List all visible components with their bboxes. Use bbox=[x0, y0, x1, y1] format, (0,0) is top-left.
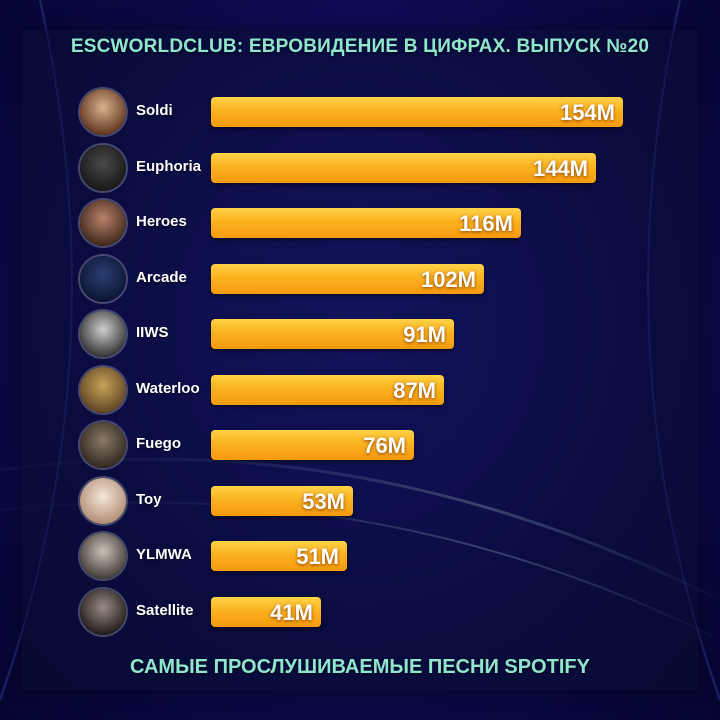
bar: 116M bbox=[211, 208, 521, 238]
artist-photo bbox=[80, 311, 126, 357]
bar-row: IIWS 91M bbox=[78, 309, 678, 359]
chart-title: ESCWORLDCLUB: ЕВРОВИДЕНИЕ В ЦИФРАХ. ВЫПУ… bbox=[70, 36, 650, 57]
bar-row: Waterloo 87M bbox=[78, 365, 678, 415]
bar: 102M bbox=[211, 263, 484, 294]
category-label: Waterloo bbox=[136, 379, 200, 397]
category-label: IIWS bbox=[136, 324, 169, 341]
category-label: Euphoria bbox=[136, 157, 202, 175]
bar: 87M bbox=[211, 374, 444, 405]
bar-row: Euphoria 144M bbox=[78, 143, 678, 193]
category-label: Soldi bbox=[136, 102, 173, 119]
bar: 41M bbox=[211, 596, 321, 627]
artist-photo bbox=[80, 144, 126, 191]
data-label: 53M bbox=[302, 488, 345, 514]
bar-row: Toy 53M bbox=[78, 476, 678, 526]
data-label: 116M bbox=[459, 211, 513, 236]
artist-photo bbox=[80, 477, 126, 524]
chart-subtitle: САМЫЕ ПРОСЛУШИВАЕМЫЕ ПЕСНИ SPOTIFY bbox=[130, 656, 590, 678]
category-label: Arcade bbox=[136, 268, 187, 286]
bar-row: Satellite 41M bbox=[78, 587, 678, 637]
artist-photo bbox=[80, 89, 126, 135]
bar: 76M bbox=[211, 430, 414, 460]
category-label: Heroes bbox=[136, 213, 187, 230]
bar-row: Arcade 102M bbox=[78, 254, 678, 304]
data-label: 102M bbox=[420, 266, 476, 292]
artist-photo bbox=[80, 366, 126, 413]
bar-row: Soldi 154M bbox=[78, 87, 678, 137]
data-label: 76M bbox=[363, 433, 406, 458]
artist-photo bbox=[80, 533, 126, 579]
data-label: 51M bbox=[296, 544, 339, 569]
category-label: Fuego bbox=[136, 435, 181, 452]
data-label: 91M bbox=[403, 322, 446, 347]
data-label: 144M bbox=[532, 155, 588, 181]
bar-row: YLMWA 51M bbox=[78, 531, 678, 581]
category-label: Satellite bbox=[136, 601, 194, 619]
bar: 144M bbox=[211, 152, 596, 183]
bar: 51M bbox=[211, 541, 347, 571]
bar: 91M bbox=[211, 319, 454, 349]
category-label: Toy bbox=[136, 490, 162, 508]
artist-photo bbox=[80, 422, 126, 468]
artist-photo bbox=[80, 588, 126, 635]
chart-panel bbox=[22, 30, 698, 690]
bar: 53M bbox=[211, 485, 353, 516]
data-label: 87M bbox=[393, 377, 436, 403]
category-label: YLMWA bbox=[136, 546, 192, 563]
bar-row: Fuego 76M bbox=[78, 420, 678, 470]
bar: 154M bbox=[211, 97, 623, 127]
data-label: 154M bbox=[559, 100, 615, 125]
data-label: 41M bbox=[270, 599, 313, 625]
artist-photo bbox=[80, 200, 126, 246]
artist-photo bbox=[80, 255, 126, 302]
bar-row: Heroes 116M bbox=[78, 198, 678, 248]
